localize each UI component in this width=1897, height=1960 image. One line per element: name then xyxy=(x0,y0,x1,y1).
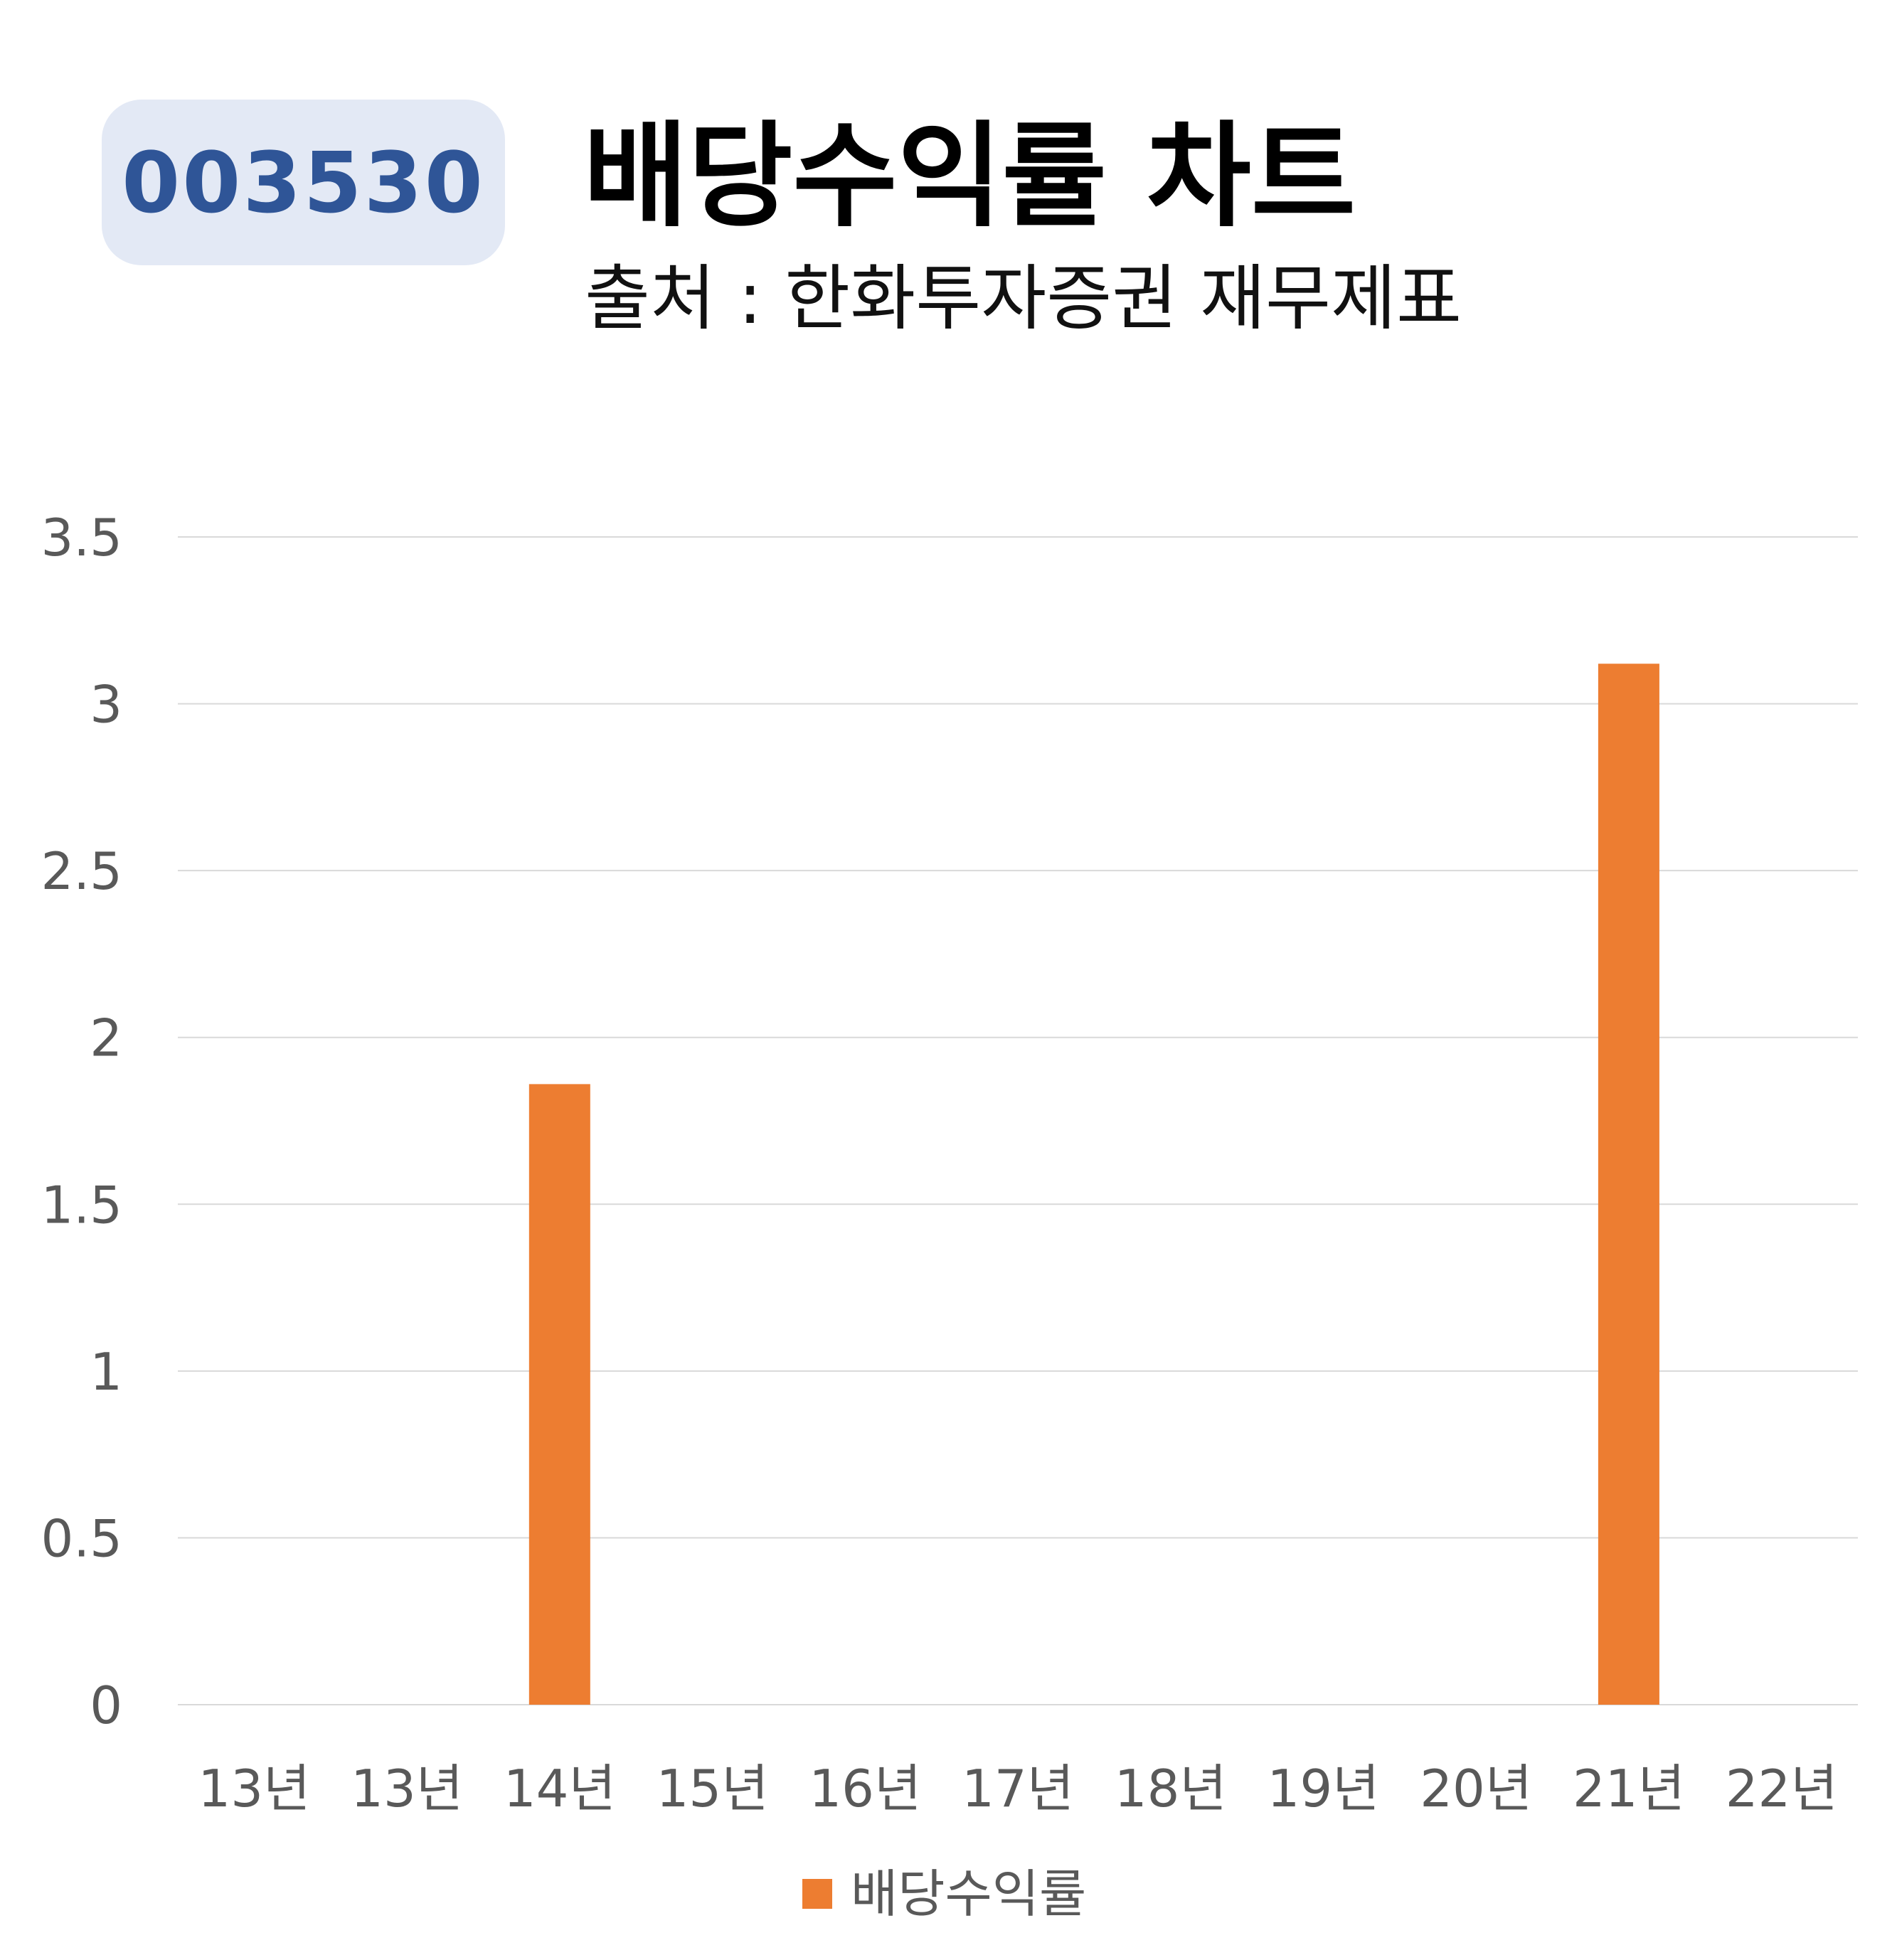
x-tick-label: 22년 xyxy=(1726,1759,1838,1818)
x-tick-label: 16년 xyxy=(809,1759,921,1818)
x-tick-label: 19년 xyxy=(1268,1759,1380,1818)
y-tick-label: 1.5 xyxy=(41,1175,122,1235)
bar xyxy=(1598,664,1659,1705)
page-subtitle: 출처 : 한화투자증권 재무제표 xyxy=(585,257,1462,340)
legend-swatch xyxy=(802,1879,832,1909)
x-tick-label: 14년 xyxy=(504,1759,616,1818)
x-tick-label: 15년 xyxy=(657,1759,769,1818)
bar xyxy=(528,1084,590,1705)
x-tick-label: 18년 xyxy=(1115,1759,1227,1818)
stock-code-badge: 003530 xyxy=(102,100,505,265)
stock-code-text: 003530 xyxy=(122,133,485,232)
page-title: 배당수익률 차트 xyxy=(583,110,1356,243)
y-tick-label: 2 xyxy=(90,1008,122,1068)
y-tick-label: 1 xyxy=(90,1342,122,1402)
x-tick-label: 13년 xyxy=(351,1759,463,1818)
x-tick-label: 17년 xyxy=(962,1759,1074,1818)
legend-label: 배당수익률 xyxy=(851,1864,1087,1924)
y-tick-label: 2.5 xyxy=(41,841,122,901)
y-tick-label: 3.5 xyxy=(41,508,122,568)
y-tick-label: 0.5 xyxy=(41,1508,122,1568)
legend: 배당수익률 xyxy=(802,1862,1086,1926)
x-tick-label: 21년 xyxy=(1573,1759,1685,1818)
y-tick-label: 0 xyxy=(90,1676,122,1735)
x-tick-label: 13년 xyxy=(198,1759,310,1818)
y-tick-label: 3 xyxy=(90,675,122,735)
x-tick-label: 20년 xyxy=(1420,1759,1532,1818)
